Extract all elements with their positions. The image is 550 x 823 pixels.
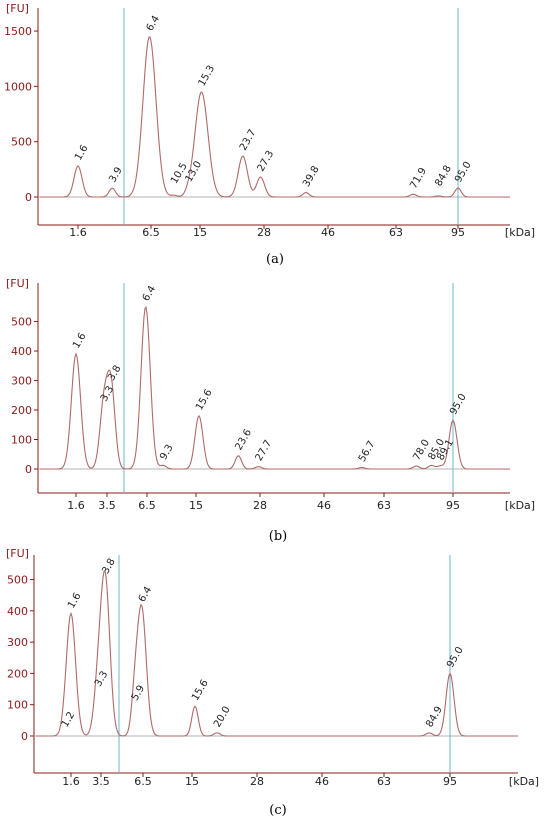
y-tick-label: 0 <box>25 191 32 204</box>
y-tick-label: 200 <box>11 404 32 417</box>
x-tick-label: 63 <box>389 226 403 239</box>
x-tick-label: 95 <box>443 775 457 788</box>
peak-label: 56.7 <box>357 439 378 464</box>
y-tick-label: 500 <box>11 136 32 149</box>
y-tick-label: 300 <box>7 636 28 649</box>
x-tick-label: 28 <box>257 226 271 239</box>
y-tick-label: 500 <box>11 316 32 329</box>
peak-label: 3.8 <box>100 557 117 576</box>
y-axis-label: [FU] <box>6 277 29 290</box>
peak-label: 3.8 <box>106 364 123 383</box>
peak-label: 27.3 <box>256 149 277 174</box>
peak-label: 71.9 <box>408 166 429 191</box>
y-axis-label: [FU] <box>6 2 29 15</box>
peak-label: 27.7 <box>254 438 275 463</box>
panel-caption-c: (c) <box>269 803 287 818</box>
peak-label: 15.6 <box>194 388 215 413</box>
chart-c: [FU] 0 100 200 300 400 500 1.6 3.5 6.5 15 28 46 63 95 [… <box>6 547 539 788</box>
y-tick-label: 0 <box>21 730 28 743</box>
peak-label: 1.6 <box>73 143 90 162</box>
x-tick-label: 6.5 <box>134 775 152 788</box>
peak-label: 95.0 <box>453 160 474 185</box>
x-tick-label: 6.5 <box>142 226 160 239</box>
peak-label: 95.0 <box>445 645 466 670</box>
electropherogram-trace <box>36 569 518 737</box>
y-tick-label: 1000 <box>4 80 32 93</box>
peak-label: 9.3 <box>158 443 175 462</box>
electropherogram-c: [FU] 0 100 200 300 400 500 1.6 3.5 6.5 15 28 46 63 95 [… <box>0 545 550 823</box>
x-tick-label: 6.5 <box>138 499 156 512</box>
x-tick-label: 15 <box>189 499 203 512</box>
y-tick-label: 300 <box>11 375 32 388</box>
peak-label: 3.3 <box>93 669 110 688</box>
x-tick-label: 1.6 <box>69 226 87 239</box>
peak-label: 1.6 <box>71 331 88 350</box>
x-tick-label: 46 <box>317 499 331 512</box>
peak-label: 39.8 <box>301 164 322 189</box>
x-tick-label: 95 <box>451 226 465 239</box>
x-tick-label: 15 <box>193 226 207 239</box>
x-tick-label: 1.6 <box>67 499 85 512</box>
y-tick-label: 500 <box>7 574 28 587</box>
peak-label: 6.4 <box>141 284 158 303</box>
peak-label: 84.8 <box>433 164 454 189</box>
x-tick-label: 3.5 <box>92 775 110 788</box>
x-axis-unit: [kDa] <box>509 775 539 788</box>
x-tick-label: 46 <box>315 775 329 788</box>
y-axis-label: [FU] <box>6 547 29 560</box>
panel-caption-a: (a) <box>266 252 284 267</box>
x-axis-unit: [kDa] <box>505 499 535 512</box>
x-tick-label: 3.5 <box>98 499 116 512</box>
peak-label: 84.9 <box>424 705 445 730</box>
peak-label: 5.9 <box>130 683 147 702</box>
y-tick-label: 400 <box>7 605 28 618</box>
x-tick-label: 63 <box>377 775 391 788</box>
y-tick-label: 1500 <box>4 25 32 38</box>
electropherogram-trace <box>40 36 510 198</box>
peak-label: 20.0 <box>212 705 233 730</box>
x-axis-unit: [kDa] <box>505 226 535 239</box>
x-tick-label: 95 <box>446 499 460 512</box>
y-tick-label: 400 <box>11 345 32 358</box>
peak-label: 15.6 <box>190 678 211 703</box>
peak-label: 6.4 <box>137 585 154 604</box>
peak-label: 23.7 <box>238 128 259 153</box>
x-tick-label: 28 <box>250 775 264 788</box>
y-tick-label: 100 <box>7 699 28 712</box>
peak-label: 13.0 <box>184 159 205 184</box>
peak-label: 95.0 <box>448 392 469 417</box>
electropherogram-b: [FU] 0 100 200 300 400 500 1.6 3.5 6.5 15 28 46 63 95 [… <box>0 275 550 545</box>
y-tick-label: 0 <box>25 463 32 476</box>
x-tick-label: 28 <box>253 499 267 512</box>
panel-caption-b: (b) <box>268 529 288 544</box>
chart-a: [FU] 0 500 1000 1500 1.6 6.5 15 28 46 63 95 [kDa] 1.6… <box>4 2 535 239</box>
peak-label: 3.9 <box>107 165 124 184</box>
y-tick-label: 100 <box>11 434 32 447</box>
peak-label: 23.6 <box>233 427 254 452</box>
y-tick-label: 200 <box>7 667 28 680</box>
electropherogram-a: [FU] 0 500 1000 1500 1.6 6.5 15 28 46 63 95 [kDa] 1.6… <box>0 0 550 270</box>
peak-label: 6.4 <box>145 14 162 33</box>
chart-b: [FU] 0 100 200 300 400 500 1.6 3.5 6.5 15 28 46 63 95 [… <box>6 277 535 512</box>
x-tick-label: 63 <box>377 499 391 512</box>
peak-label: 15.3 <box>197 64 218 89</box>
electropherogram-trace <box>40 305 510 470</box>
x-tick-label: 46 <box>321 226 335 239</box>
peak-label: 1.6 <box>66 591 83 610</box>
x-tick-label: 1.6 <box>62 775 80 788</box>
x-tick-label: 15 <box>185 775 199 788</box>
